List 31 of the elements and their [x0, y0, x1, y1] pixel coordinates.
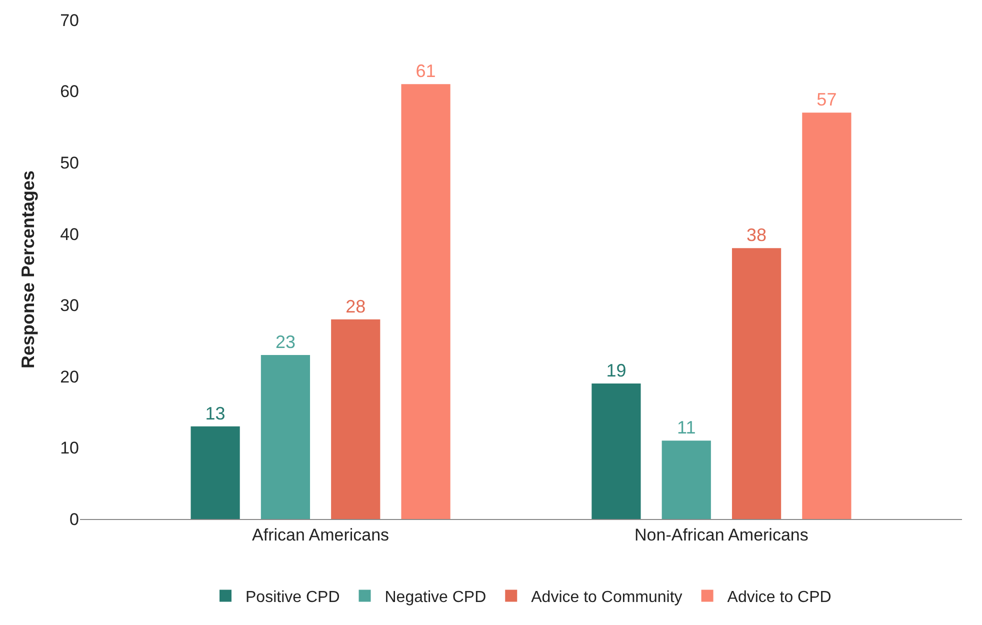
x-tick-label: African Americans [252, 525, 390, 544]
y-tick-label: 10 [60, 438, 79, 458]
bar [732, 248, 782, 519]
data-label: 61 [416, 61, 436, 82]
y-tick-label: 0 [70, 510, 79, 529]
y-tick-label: 30 [60, 296, 79, 316]
legend-label: Advice to CPD [727, 589, 832, 606]
bar [190, 426, 240, 519]
bar [592, 384, 641, 519]
legend-label: Advice to Community [531, 589, 682, 606]
y-tick-label: 40 [60, 224, 79, 244]
x-tick-label: Non-African Americans [634, 525, 808, 544]
data-label: 38 [746, 225, 767, 246]
data-label: 19 [606, 360, 626, 381]
bar [802, 112, 852, 519]
data-label: 57 [816, 90, 837, 110]
legend-label: Positive CPD [246, 589, 340, 606]
y-tick-label: 20 [60, 367, 79, 386]
data-label: 23 [275, 332, 296, 352]
data-label: 28 [346, 296, 366, 316]
y-tick-label: 50 [60, 154, 79, 173]
bar [331, 319, 380, 519]
y-tick-label: 60 [60, 82, 79, 102]
bar [260, 355, 310, 519]
y-tick-label: 70 [60, 10, 79, 30]
data-label: 11 [677, 418, 696, 438]
data-label: 13 [205, 403, 226, 424]
legend-label: Negative CPD [384, 589, 486, 606]
bar [662, 440, 711, 519]
bar [401, 84, 450, 519]
y-axis-title: Response Percentages [18, 170, 38, 369]
